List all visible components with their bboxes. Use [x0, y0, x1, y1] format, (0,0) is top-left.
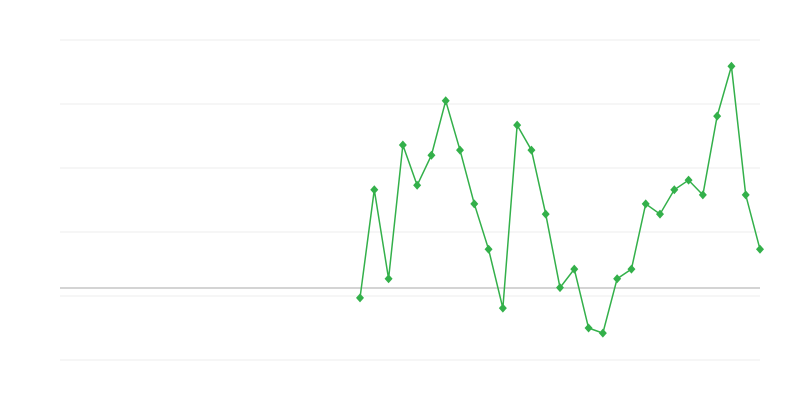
data-point[interactable]	[741, 190, 750, 200]
data-point[interactable]	[441, 96, 450, 106]
data-point[interactable]	[670, 185, 679, 195]
data-point[interactable]	[413, 180, 422, 190]
data-point[interactable]	[627, 264, 636, 274]
gridlines	[60, 39, 760, 361]
data-point[interactable]	[427, 150, 436, 160]
data-point[interactable]	[384, 274, 393, 284]
data-point[interactable]	[613, 274, 622, 284]
data-point[interactable]	[598, 328, 607, 338]
data-point[interactable]	[470, 199, 479, 209]
data-point[interactable]	[456, 145, 464, 155]
data-point[interactable]	[713, 111, 722, 121]
data-point[interactable]	[684, 175, 693, 185]
data-point[interactable]	[698, 190, 707, 200]
series-path	[359, 66, 761, 335]
data-point[interactable]	[556, 283, 564, 293]
data-point[interactable]	[484, 244, 493, 254]
data-point[interactable]	[656, 209, 664, 219]
data-point[interactable]	[584, 323, 593, 333]
series-line	[359, 66, 761, 335]
data-point[interactable]	[527, 145, 536, 155]
data-point[interactable]	[641, 199, 650, 209]
data-point[interactable]	[356, 293, 364, 303]
data-point[interactable]	[370, 185, 379, 195]
data-point[interactable]	[570, 264, 579, 274]
data-point[interactable]	[498, 303, 507, 313]
series-markers	[356, 61, 764, 338]
data-point[interactable]	[513, 120, 522, 130]
data-point[interactable]	[541, 209, 550, 219]
data-point[interactable]	[398, 140, 407, 150]
data-point[interactable]	[727, 61, 736, 71]
data-point[interactable]	[756, 244, 764, 254]
